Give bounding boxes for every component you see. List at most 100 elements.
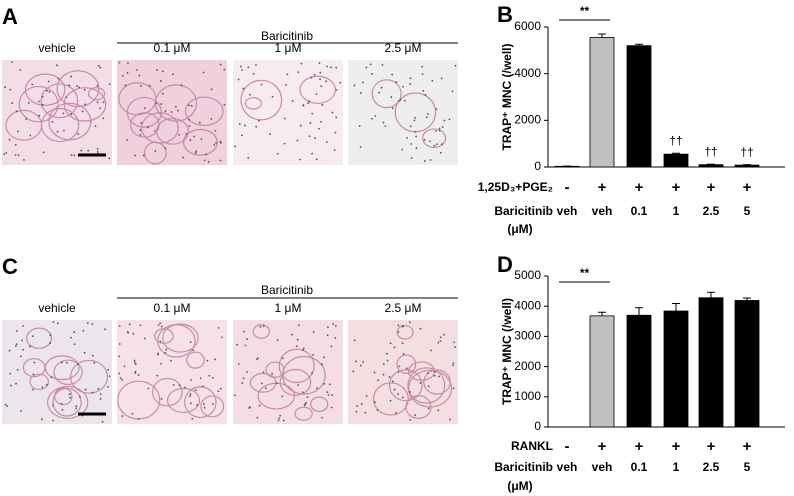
y-tick-label: 6000 [514, 19, 541, 33]
nucleus-dot [27, 101, 30, 104]
nucleus-dot [217, 390, 220, 393]
nucleus-dot [154, 102, 157, 105]
y-axis-label: TRAP⁺ MNC (/well) [500, 43, 514, 150]
nucleus-dot [390, 96, 393, 98]
bar [626, 45, 652, 168]
nucleus-dot [243, 330, 245, 333]
nucleus-dot [148, 84, 151, 87]
nucleus-dot [397, 331, 400, 333]
nucleus-dot [356, 405, 359, 408]
nucleus-dot [219, 159, 222, 162]
nucleus-dot [237, 363, 240, 365]
nucleus-dot [313, 74, 316, 76]
significance-marker: †† [704, 144, 717, 158]
bar [698, 297, 724, 428]
bar [734, 164, 760, 168]
micrograph-texture [234, 62, 342, 161]
nucleus-dot [430, 349, 432, 352]
nucleus-dot [320, 85, 323, 88]
cell-outline [182, 128, 218, 156]
cell-outline [22, 358, 46, 378]
nucleus-dot [126, 139, 128, 141]
nucleus-dot [178, 384, 181, 387]
nucleus-dot [195, 150, 198, 153]
row-label: Baricitinib [494, 460, 553, 474]
nucleus-dot [415, 135, 418, 138]
nucleus-dot [96, 84, 99, 87]
nucleus-dot [203, 403, 205, 405]
nucleus-dot [377, 379, 379, 382]
nucleus-dot [75, 407, 78, 410]
nucleus-dot [94, 125, 97, 128]
nucleus-dot [157, 324, 160, 326]
nucleus-dot [11, 102, 14, 104]
nucleus-dot [449, 418, 451, 421]
nucleus-dot [234, 145, 237, 148]
y-tick-label: 2000 [514, 359, 541, 373]
nucleus-dot [282, 419, 285, 422]
nucleus-dot [409, 125, 412, 128]
cell-outline [184, 386, 217, 419]
nucleus-dot [333, 148, 336, 151]
treatment-sign: + [707, 438, 716, 455]
micrograph [233, 60, 343, 165]
nucleus-dot [374, 115, 377, 117]
nucleus-dot [11, 61, 13, 64]
nucleus-dot [398, 365, 401, 368]
nucleus-dot [32, 373, 35, 376]
nucleus-dot [48, 90, 51, 93]
nucleus-dot [68, 393, 71, 396]
nucleus-dot [237, 78, 240, 81]
cell-outline [40, 83, 79, 119]
nucleus-dot [261, 382, 263, 385]
y-tick-label: 0 [534, 419, 541, 433]
nucleus-dot [96, 101, 99, 104]
nucleus-dot [448, 118, 451, 121]
nucleus-dot [51, 120, 54, 123]
nucleus-dot [440, 77, 443, 80]
nucleus-dot [210, 88, 213, 91]
nucleus-dot [147, 126, 149, 129]
image-label: 2.5 μM [385, 41, 422, 55]
nucleus-dot [136, 68, 138, 71]
nucleus-dot [4, 403, 7, 406]
nucleus-dot [276, 339, 279, 342]
nucleus-dot [134, 154, 137, 157]
nucleus-dot [70, 336, 72, 339]
nucleus-dot [312, 354, 315, 356]
cell-outline [154, 328, 174, 344]
nucleus-dot [393, 346, 396, 349]
nucleus-dot [208, 374, 211, 377]
nucleus-dot [307, 102, 310, 104]
nucleus-dot [326, 334, 329, 337]
nucleus-dot [437, 409, 440, 412]
y-tick-label: 0 [534, 159, 541, 173]
nucleus-dot [108, 83, 111, 86]
nucleus-dot [315, 158, 318, 161]
nucleus-dot [137, 374, 140, 376]
micrograph-texture [234, 323, 337, 422]
nucleus-dot [452, 362, 455, 365]
nucleus-dot [401, 342, 404, 345]
cell-outline [162, 323, 199, 353]
group-label: Baricitinib [261, 283, 313, 297]
nucleus-dot [439, 151, 442, 154]
x-tick-label: 5 [744, 204, 751, 218]
nucleus-dot [241, 134, 243, 137]
nucleus-dot [323, 383, 326, 385]
nucleus-dot [335, 66, 338, 69]
x-tick-label: veh [592, 460, 613, 474]
nucleus-dot [276, 152, 279, 155]
treatment-sign: + [598, 438, 607, 455]
nucleus-dot [389, 342, 392, 345]
nucleus-dot [395, 81, 398, 84]
nucleus-dot [321, 104, 324, 106]
cell-outline [407, 367, 446, 404]
nucleus-dot [454, 346, 456, 349]
nucleus-dot [3, 153, 6, 156]
nucleus-dot [140, 85, 142, 87]
cell-outline [240, 79, 283, 121]
nucleus-dot [199, 377, 202, 380]
nucleus-dot [302, 349, 305, 351]
nucleus-dot [33, 361, 36, 364]
